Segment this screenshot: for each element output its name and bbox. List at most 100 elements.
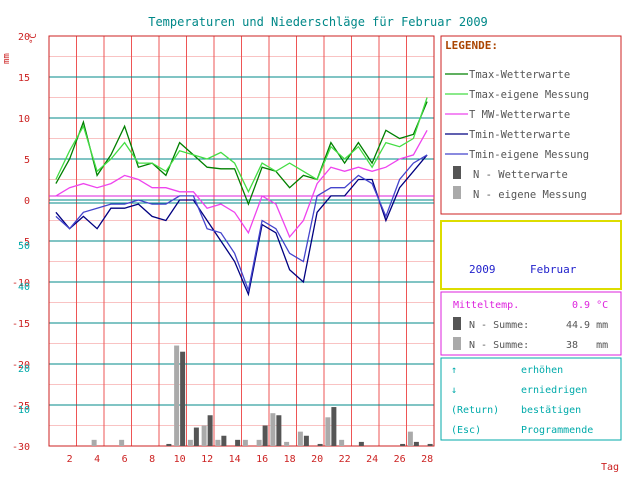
precip-bar: [303, 435, 309, 446]
temp-line: [55, 154, 428, 293]
legend-panel: LEGENDE: Tmax-Wetterwarte Tmax-eigene Mes…: [440, 35, 622, 215]
temperature-lines: [55, 97, 428, 297]
x-tick-label: 12: [201, 454, 213, 465]
unit-celsius: °C: [29, 33, 39, 44]
chart-title: Temperaturen und Niederschläge für Febru…: [148, 15, 488, 29]
y-tick-label-temp: 5: [24, 155, 30, 166]
stats-swatch-eigene: [453, 337, 461, 350]
stats-panel: Mitteltemp. 0.9 °C N - Summe: 44.9 mm N …: [440, 291, 622, 356]
stats-swatch-wetterwarte: [453, 317, 461, 330]
period-panel: 2009 Februar: [440, 220, 622, 290]
period-year: 2009: [469, 263, 496, 276]
y-tick-label-temp: 0: [24, 196, 30, 207]
x-axis-tick-labels: 2 4 6 8 10 12 14 16 18 20 22 24 26 28: [67, 454, 434, 465]
precip-bar: [400, 443, 406, 446]
x-tick-label: 26: [394, 454, 406, 465]
precip-bar: [427, 443, 433, 446]
precip-bar: [207, 415, 213, 446]
control-key: ↓: [451, 385, 457, 396]
precip-bar: [242, 439, 248, 446]
stats-row-value: 44.9 mm: [566, 320, 608, 331]
precip-bar: [270, 413, 276, 446]
control-key: (Esc): [451, 425, 481, 436]
x-tick-label: 18: [284, 454, 296, 465]
mitteltemp-label: Mitteltemp.: [453, 300, 519, 311]
legend-label: N - Wetterwarte: [473, 169, 568, 181]
precip-bar: [91, 439, 97, 446]
legend-label: Tmax-Wetterwarte: [469, 69, 570, 81]
x-tick-label: 20: [311, 454, 323, 465]
precip-bar: [331, 407, 337, 446]
control-action: bestätigen: [521, 405, 581, 416]
precip-bar: [119, 439, 125, 446]
period-month: Februar: [530, 263, 577, 276]
precip-bar: [201, 425, 207, 446]
precip-bar: [358, 441, 364, 446]
stats-row-label: N - Summe:: [469, 320, 529, 331]
y-tick-label-temp: -30: [12, 442, 30, 453]
precipitation-bars: [91, 345, 433, 446]
precip-bar: [215, 439, 221, 446]
x-tick-label: 10: [174, 454, 186, 465]
legend-swatch-bar: [453, 166, 461, 179]
y-tick-label-temp: 15: [18, 73, 30, 84]
plot-frame: [48, 35, 435, 447]
legend-label: T MW-Wetterwarte: [469, 109, 570, 121]
unit-mm: mm: [2, 53, 12, 64]
y-tick-label-precip: 10: [18, 405, 30, 416]
legend-label: Tmin-eigene Messung: [469, 149, 589, 161]
plot-grid: [48, 35, 435, 447]
x-tick-label: 28: [421, 454, 433, 465]
precip-bar: [166, 443, 172, 446]
y-tick-label-temp: -5: [18, 237, 30, 248]
x-tick-label: 22: [339, 454, 351, 465]
control-action: erhöhen: [521, 365, 563, 376]
precip-bar: [413, 441, 419, 446]
y-tick-label-temp: -15: [12, 319, 30, 330]
x-tick-label: 16: [256, 454, 268, 465]
precip-bar: [174, 345, 180, 446]
stats-row-value: 38 mm: [566, 340, 608, 351]
y-tick-label-temp: -10: [12, 278, 30, 289]
controls-panel: ↑ erhöhen ↓ erniedrigen (Return) bestätigen (E…: [440, 357, 622, 441]
temp-line: [55, 129, 428, 239]
precip-bar: [284, 441, 290, 446]
legend-items: Tmax-Wetterwarte Tmax-eigene Messung T MW-…: [445, 69, 589, 201]
control-key: (Return): [451, 405, 499, 416]
stats-row-label: N - Summe:: [469, 340, 529, 351]
precip-bar: [180, 351, 186, 446]
legend-label: N - eigene Messung: [473, 189, 587, 201]
period-box: [440, 220, 622, 290]
legend-label: Tmax-eigene Messung: [469, 89, 589, 101]
control-hints: ↑ erhöhen ↓ erniedrigen (Return) bestätigen (E…: [451, 365, 593, 436]
x-axis-label: Tag: [601, 462, 619, 473]
y-tick-label-temp: -20: [12, 360, 30, 371]
precip-bar: [262, 425, 268, 446]
precip-bar: [193, 427, 199, 446]
x-tick-label: 8: [149, 454, 155, 465]
x-tick-label: 24: [366, 454, 378, 465]
mitteltemp-value: 0.9 °C: [572, 300, 608, 311]
y-tick-label-precip: 20: [18, 364, 30, 375]
precip-bar: [256, 439, 262, 446]
precip-bar: [339, 439, 345, 446]
legend-label: Tmin-Wetterwarte: [469, 129, 570, 141]
y-tick-label-temp: 20: [18, 32, 30, 43]
legend-box: [440, 35, 622, 215]
precip-bar: [325, 417, 331, 446]
legend-heading: LEGENDE:: [445, 39, 498, 52]
precip-bar: [187, 439, 193, 446]
legend-swatch-bar: [453, 186, 461, 199]
stats-box: [440, 291, 622, 356]
control-action: Programmende: [521, 425, 593, 436]
precip-bar: [297, 431, 303, 446]
y-tick-label-precip: 40: [18, 282, 30, 293]
temp-line: [55, 101, 428, 206]
controls-box: [440, 357, 622, 441]
y-tick-label-temp: 10: [18, 114, 30, 125]
y-tick-label-temp: -25: [12, 401, 30, 412]
precip-bar: [407, 431, 413, 446]
precip-bar: [221, 435, 227, 446]
